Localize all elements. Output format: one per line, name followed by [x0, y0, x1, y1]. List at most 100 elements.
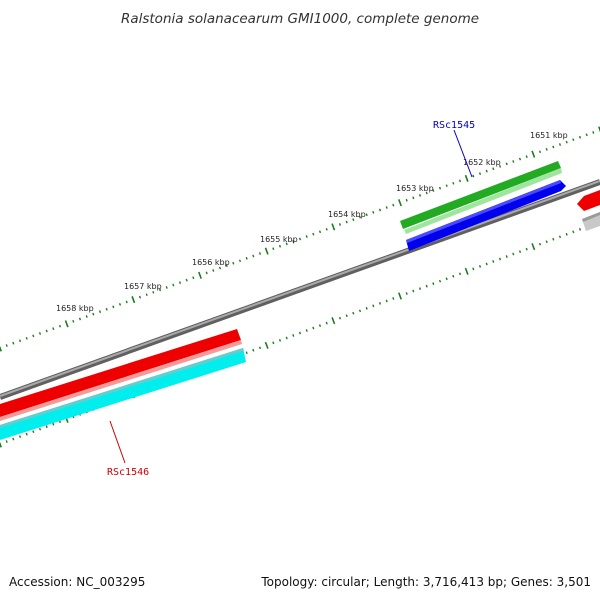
inner-scale-minor-tick: [452, 274, 455, 278]
inner-scale-minor-tick: [58, 420, 62, 424]
inner-scale-minor-tick: [252, 348, 255, 352]
inner-scale-minor-tick: [492, 260, 495, 263]
outer-scale-minor-tick: [12, 341, 15, 345]
outer-scale-minor-tick: [358, 215, 362, 219]
inner-scale-minor-tick: [478, 265, 482, 268]
outer-scale-minor-tick: [498, 164, 502, 168]
outer-scale-minor-tick: [245, 256, 248, 260]
feature-red-cds-right[interactable]: [577, 190, 600, 211]
map-title: Ralstonia solanacearum GMI1000, complete…: [121, 11, 479, 27]
feature-blue-cds[interactable]: [406, 180, 566, 251]
inner-scale-minor-tick: [338, 316, 342, 320]
outer-scale-major-tick: [131, 296, 136, 304]
outer-scale-major-tick: [0, 345, 2, 352]
inner-scale-minor-tick: [345, 314, 348, 318]
outer-scale-minor-tick: [212, 269, 215, 272]
inner-scale-minor-tick: [432, 282, 435, 286]
outer-scale-major-tick: [598, 126, 600, 133]
outer-scale-minor-tick: [78, 317, 82, 321]
inner-scale-minor-tick: [32, 430, 35, 434]
inner-scale-minor-tick: [405, 292, 408, 295]
scale-label-1657: 1657 kbp: [124, 282, 162, 291]
outer-scale-minor-tick: [252, 254, 255, 258]
outer-scale-minor-tick: [112, 305, 115, 309]
gene-label-rsc1546[interactable]: RSc1546: [107, 420, 149, 478]
scale-label-1651: 1651 kbp: [530, 131, 568, 140]
outer-scale-minor-tick: [378, 208, 382, 212]
outer-scale-minor-tick: [432, 189, 435, 192]
outer-scale-minor-tick: [192, 276, 195, 280]
inner-scale-minor-tick: [25, 432, 28, 436]
inner-scale-minor-tick: [425, 284, 428, 288]
outer-scale-minor-tick: [512, 160, 515, 163]
inner-scale-minor-tick: [378, 302, 382, 305]
inner-scale-minor-tick: [498, 257, 502, 261]
scale-ring-inner: [0, 218, 600, 448]
outer-scale-major-tick: [198, 271, 202, 279]
outer-scale-minor-tick: [165, 286, 168, 289]
outer-scale-major-tick: [331, 223, 336, 231]
feature-gray-right: [582, 212, 600, 231]
feature-cyan-cds[interactable]: [0, 348, 246, 440]
outer-scale-minor-tick: [525, 155, 528, 159]
outer-scale-minor-tick: [572, 138, 575, 142]
outer-scale-minor-tick: [352, 218, 355, 222]
outer-scale-minor-tick: [272, 247, 275, 251]
inner-scale-minor-tick: [538, 242, 542, 246]
inner-scale-minor-tick: [352, 311, 355, 315]
inner-scale-minor-tick: [292, 334, 295, 337]
inner-scale-minor-tick: [485, 262, 488, 266]
inner-scale-minor-tick: [525, 247, 528, 251]
outer-scale-minor-tick: [485, 169, 488, 173]
inner-scale-minor-tick: [5, 440, 8, 443]
gene-label-rsc1545[interactable]: RSc1545: [433, 120, 475, 178]
outer-scale-minor-tick: [292, 240, 295, 243]
inner-scale-minor-tick: [325, 321, 328, 325]
outer-scale-minor-tick: [125, 300, 128, 304]
inner-scale-minor-tick: [285, 336, 288, 340]
outer-scale-minor-tick: [225, 264, 228, 268]
outer-scale-minor-tick: [5, 344, 8, 347]
scale-labels: 1651 kbp 1652 kbp 1653 kbp 1654 kbp 1655…: [56, 131, 568, 313]
outer-scale-minor-tick: [25, 336, 28, 340]
inner-scale-major-tick: [464, 267, 469, 275]
outer-scale-minor-tick: [45, 329, 48, 333]
outer-scale-minor-tick: [565, 140, 568, 144]
outer-scale-minor-tick: [425, 191, 428, 195]
genome-summary-text: Topology: circular; Length: 3,716,413 bp…: [260, 575, 591, 589]
inner-scale-major-tick: [531, 243, 536, 251]
inner-scale-minor-tick: [312, 326, 315, 330]
outer-scale-minor-tick: [98, 310, 102, 314]
inner-scale-minor-tick: [305, 329, 308, 332]
outer-scale-minor-tick: [58, 324, 62, 328]
outer-scale-minor-tick: [538, 150, 542, 154]
feature-green-cds[interactable]: [400, 161, 562, 234]
outer-scale-minor-tick: [438, 186, 442, 190]
inner-scale-minor-tick: [512, 252, 515, 256]
inner-scale-minor-tick: [318, 324, 322, 327]
feature-red-cds-left[interactable]: [0, 329, 242, 421]
outer-scale-minor-tick: [152, 290, 155, 294]
scale-ring-outer: [0, 126, 600, 352]
inner-scale-minor-tick: [438, 279, 442, 283]
outer-scale-minor-tick: [92, 312, 95, 316]
outer-scale-minor-tick: [392, 203, 395, 207]
outer-scale-major-tick: [398, 199, 402, 207]
inner-scale-major-tick: [264, 341, 269, 349]
outer-scale-minor-tick: [478, 172, 482, 175]
outer-scale-minor-tick: [178, 281, 182, 284]
outer-scale-minor-tick: [452, 181, 455, 185]
outer-scale-minor-tick: [185, 278, 188, 282]
outer-scale-minor-tick: [312, 232, 315, 236]
outer-scale-minor-tick: [145, 293, 148, 297]
inner-scale-minor-tick: [278, 339, 282, 342]
outer-scale-minor-tick: [472, 174, 475, 178]
accession-text: Accession: NC_003295: [9, 575, 145, 589]
outer-scale-minor-tick: [345, 220, 348, 224]
outer-scale-minor-tick: [385, 206, 388, 209]
inner-scale-minor-tick: [38, 427, 42, 431]
inner-scale-minor-tick: [545, 240, 548, 244]
inner-scale-minor-tick: [358, 309, 362, 313]
outer-scale-major-tick: [531, 150, 536, 158]
